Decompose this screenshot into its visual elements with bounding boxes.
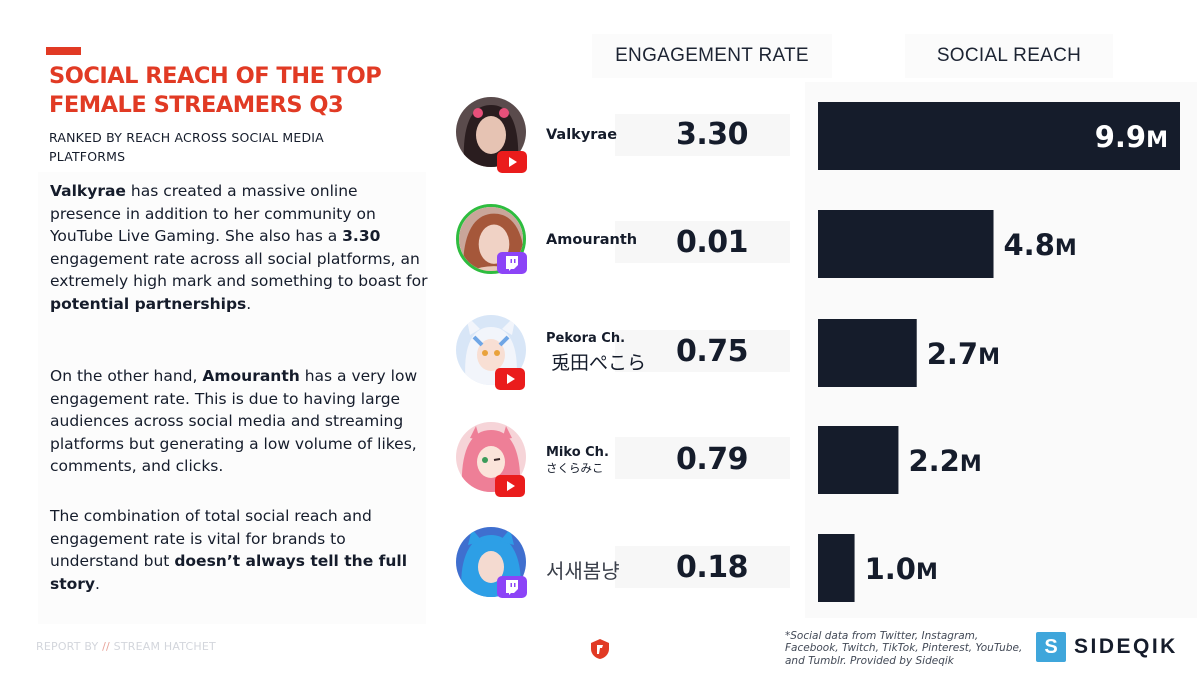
twitch-icon <box>497 576 527 598</box>
emphasis-text: potential partnerships <box>50 294 247 313</box>
streamer-subname: 兎田ぺこら <box>551 352 647 374</box>
engagement-rate-header: ENGAGEMENT RATE <box>592 34 832 78</box>
paragraph-amouranth: On the other hand, Amouranth has a very … <box>50 365 428 478</box>
social-reach-header: SOCIAL REACH <box>905 34 1113 78</box>
data-source-note: *Social data from Twitter, Instagram, Fa… <box>785 630 1023 667</box>
paragraph-text: On the other hand, <box>50 367 203 385</box>
twitch-icon <box>497 252 527 274</box>
sideqik-mark-icon: S <box>1036 632 1066 662</box>
youtube-icon <box>497 151 527 173</box>
row-strip <box>615 437 790 479</box>
streamer-name: Amouranth <box>546 232 638 248</box>
engagement-value: 3.30 <box>675 117 749 152</box>
streamer-name: Valkyrae <box>546 127 618 143</box>
report-credit: REPORT BY // STREAM HATCHET <box>36 640 216 653</box>
paragraph-text: engagement rate across all social platfo… <box>50 249 428 291</box>
streamer-name: Pekora Ch. <box>546 331 626 346</box>
row-strip <box>615 546 790 588</box>
title-accent-bar <box>46 47 81 55</box>
streamer-subname: さくらみこ <box>546 461 604 475</box>
paragraph-valkyrae: Valkyrae has created a massive online pr… <box>50 180 428 316</box>
reach-panel <box>805 82 1197 618</box>
row-strip <box>615 330 790 372</box>
paragraph-text: has created a massive online presence in… <box>50 182 376 246</box>
engagement-value: 0.01 <box>675 225 749 260</box>
page-subtitle: RANKED BY REACH ACROSS SOCIAL MEDIA PLAT… <box>49 130 324 164</box>
row-strip <box>615 221 790 263</box>
engagement-value: 0.79 <box>675 442 749 477</box>
paragraph-text: has a very low engagement rate. This is … <box>50 367 418 476</box>
text-panel <box>38 172 426 624</box>
sideqik-wordmark: SIDEQIK <box>1074 635 1178 658</box>
page-title: SOCIAL REACH OF THE TOP FEMALE STREAMERS… <box>49 63 382 118</box>
emphasis-text: doesn’t always tell the full story <box>50 552 408 593</box>
engagement-value: 0.18 <box>675 550 749 585</box>
report-by-label: REPORT BY <box>36 640 99 653</box>
sideqik-logo: S SIDEQIK <box>1036 632 1178 662</box>
engagement-value: 0.75 <box>675 334 749 369</box>
emphasis-text: 3.30 <box>342 227 381 246</box>
paragraph-text: The combination of total social reach an… <box>50 507 372 571</box>
report-brand: STREAM HATCHET <box>113 640 216 653</box>
streamer-subname: 서새봄냥 <box>546 559 620 583</box>
stream-hatchet-logo-icon <box>591 639 609 659</box>
youtube-icon <box>495 368 525 390</box>
streamer-name: Miko Ch. <box>546 445 609 460</box>
paragraph-text: . <box>95 574 100 593</box>
row-strip <box>615 114 790 156</box>
youtube-icon <box>495 475 525 497</box>
paragraph-text: . <box>246 294 252 313</box>
emphasis-text: Amouranth <box>202 367 300 385</box>
paragraph-conclusion: The combination of total social reach an… <box>50 505 428 595</box>
report-slashes: // <box>102 640 110 653</box>
emphasis-text: Valkyrae <box>50 182 126 200</box>
